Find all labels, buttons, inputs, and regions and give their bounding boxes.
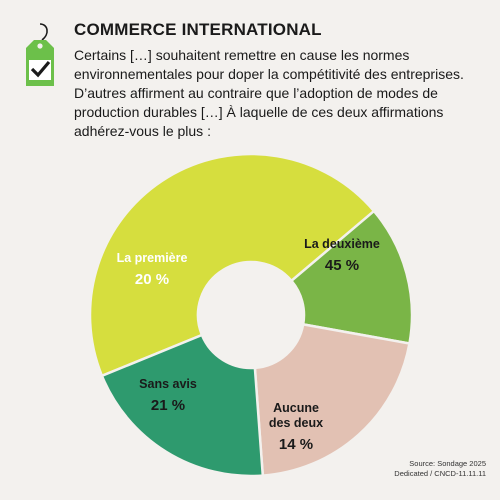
slice-value-label: 14 % bbox=[279, 436, 313, 453]
question-line: adhérez-vous le plus : bbox=[74, 123, 211, 139]
survey-question: Certains […] souhaitent remettre en caus… bbox=[74, 46, 489, 141]
question-line: environnementales pour doper la compétit… bbox=[74, 66, 464, 82]
pie-slice bbox=[289, 209, 414, 345]
question-line: D’autres affirment au contraire que l’ad… bbox=[74, 85, 438, 101]
slice-label: Aucune bbox=[273, 401, 319, 415]
slice-label: La première bbox=[117, 251, 188, 265]
slice-value-label: 20 % bbox=[135, 271, 169, 288]
question-line: production durables […] À laquelle de ce… bbox=[74, 104, 444, 120]
source-note: Source: Sondage 2025 Dedicated / CNCD-11… bbox=[394, 459, 486, 478]
slice-value-label: 21 % bbox=[151, 397, 185, 414]
price-tag-check-icon bbox=[26, 23, 54, 86]
question-line: Certains […] souhaitent remettre en caus… bbox=[74, 47, 410, 63]
slice-label: des deux bbox=[269, 416, 323, 430]
pie-slice bbox=[253, 322, 411, 477]
source-line: Source: Sondage 2025 bbox=[409, 459, 486, 468]
slice-label: La deuxième bbox=[304, 237, 380, 251]
pie-slice bbox=[100, 333, 265, 478]
slice-value-label: 45 % bbox=[325, 257, 359, 274]
page-title: COMMERCE INTERNATIONAL bbox=[74, 20, 322, 39]
source-line: Dedicated / CNCD-11.11.11 bbox=[394, 468, 486, 478]
pie-slice bbox=[88, 152, 376, 378]
slice-label: Sans avis bbox=[139, 377, 197, 391]
